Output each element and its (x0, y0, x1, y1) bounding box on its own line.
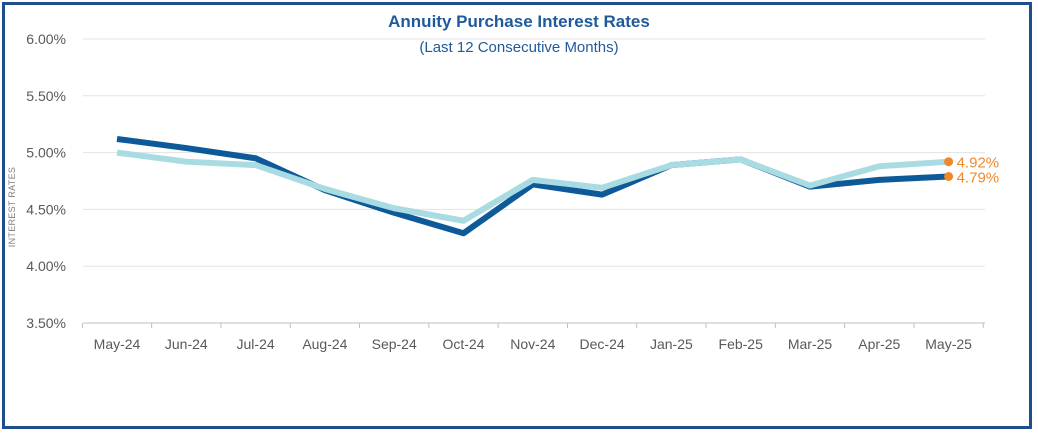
x-tick-label: Jan-25 (650, 336, 693, 352)
series-line-2 (116, 149, 949, 224)
y-tick-label: 3.50% (26, 315, 66, 331)
x-tick-label: Sep-24 (372, 336, 417, 352)
data-label: 4.92% (957, 155, 1000, 172)
x-tick-label: Jun-24 (165, 336, 208, 352)
data-label: 4.79% (957, 169, 1000, 186)
x-tick-label: May-25 (925, 336, 972, 352)
x-tick-label: Nov-24 (510, 336, 555, 352)
chart-subtitle: (Last 12 Consecutive Months) (419, 39, 618, 56)
x-tick-label: Oct-24 (442, 336, 484, 352)
x-tick-label: Dec-24 (580, 336, 625, 352)
x-tick-label: Mar-25 (788, 336, 833, 352)
chart-title: Annuity Purchase Interest Rates (388, 12, 650, 31)
chart-frame (2, 2, 1032, 429)
series-line-1 (116, 135, 949, 237)
y-tick-label: 5.50% (26, 88, 66, 104)
end-point-marker (944, 171, 954, 181)
y-axis-label: INTEREST RATES (7, 167, 17, 247)
x-tick-label: Aug-24 (302, 336, 347, 352)
y-tick-label: 5.00% (26, 145, 66, 161)
x-tick-label: May-24 (94, 336, 141, 352)
x-tick-label: Feb-25 (719, 336, 764, 352)
y-tick-label: 4.50% (26, 201, 66, 217)
end-point-marker (944, 157, 954, 167)
x-tick-label: Apr-25 (858, 336, 900, 352)
y-tick-label: 4.00% (26, 258, 66, 274)
y-tick-label: 6.00% (26, 31, 66, 47)
x-tick-label: Jul-24 (237, 336, 275, 352)
